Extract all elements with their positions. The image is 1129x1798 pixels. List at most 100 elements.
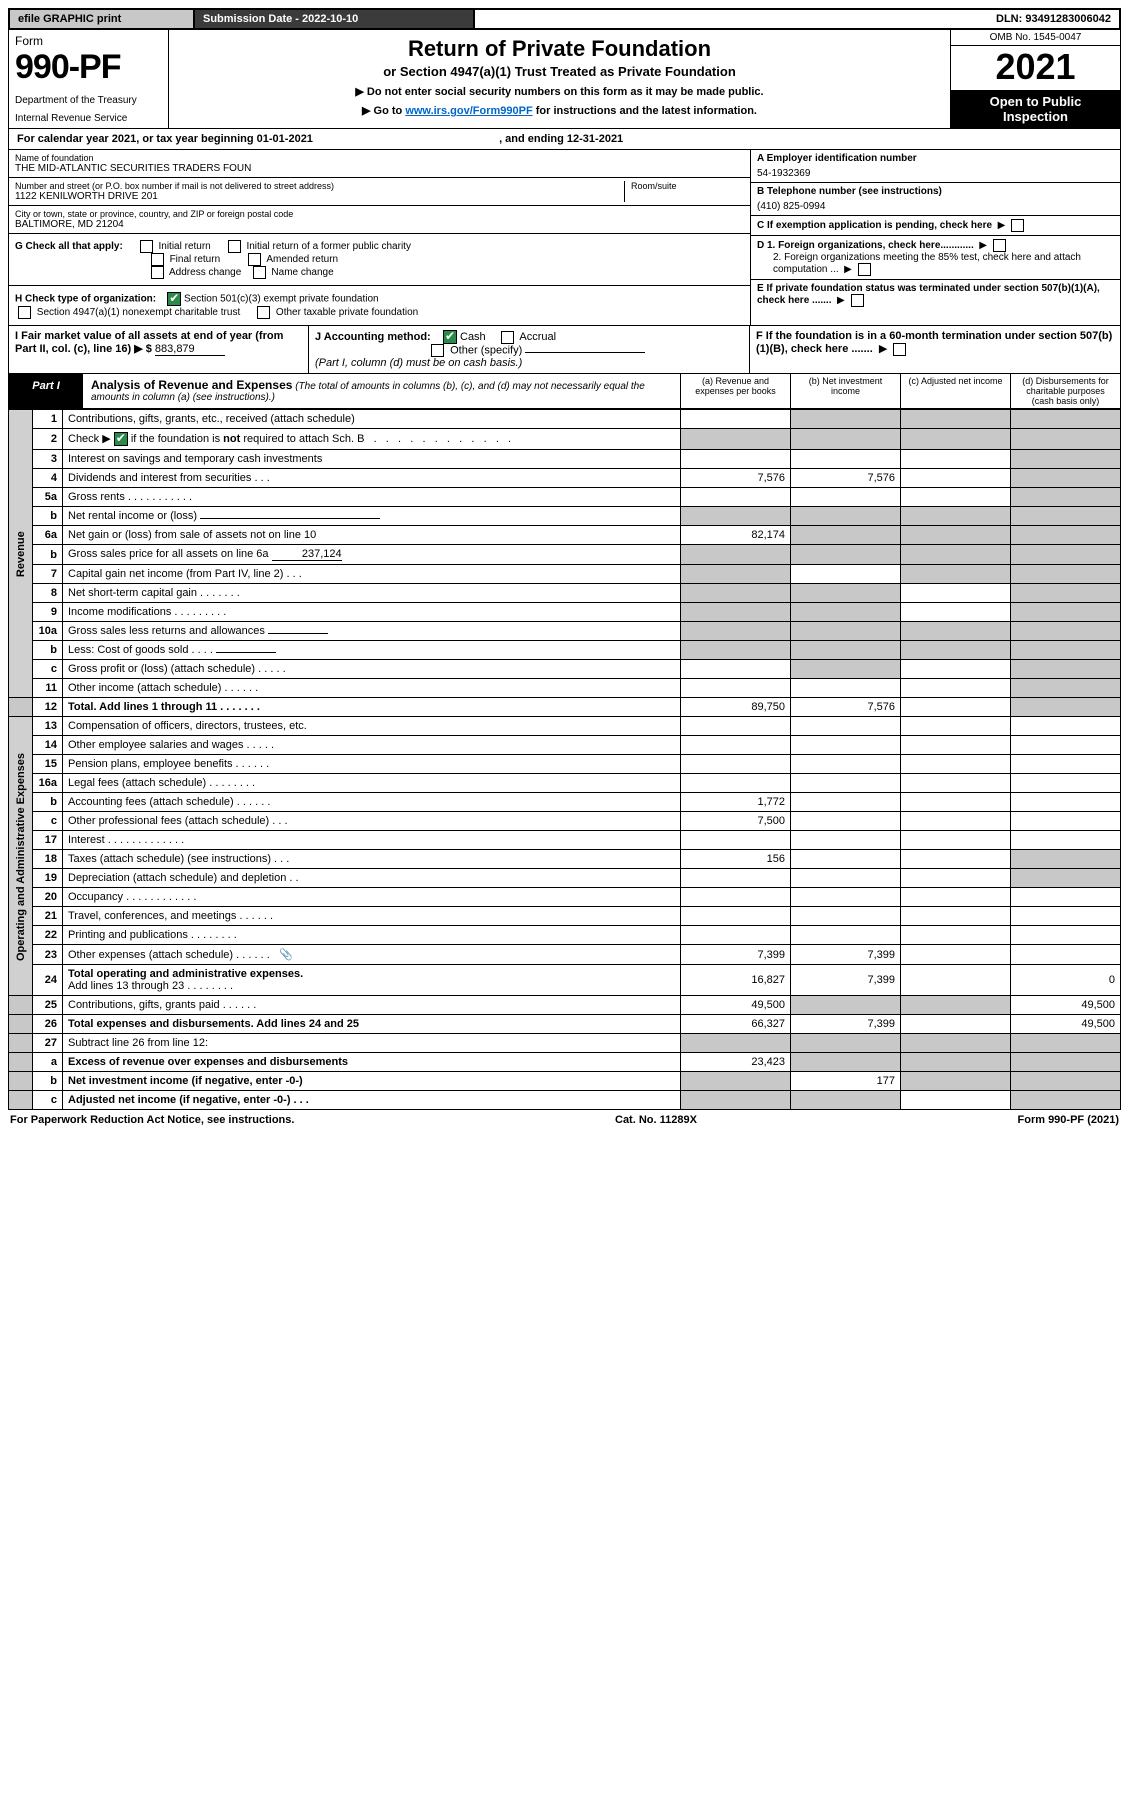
line13-desc: Compensation of officers, directors, tru…: [63, 717, 681, 736]
addr-label: Number and street (or P.O. box number if…: [15, 181, 624, 191]
g-initial-former-checkbox[interactable]: [228, 240, 241, 253]
h-501c3-checkbox[interactable]: [167, 292, 181, 306]
line8-desc: Net short-term capital gain . . . . . . …: [63, 584, 681, 603]
g-address-change-checkbox[interactable]: [151, 266, 164, 279]
line21-desc: Travel, conferences, and meetings . . . …: [63, 907, 681, 926]
table-row: 12Total. Add lines 1 through 11 . . . . …: [9, 698, 1121, 717]
j-cash-checkbox[interactable]: [443, 330, 457, 344]
irs-link[interactable]: www.irs.gov/Form990PF: [405, 105, 532, 117]
c-cell: C If exemption application is pending, c…: [751, 216, 1120, 236]
line9-desc: Income modifications . . . . . . . . .: [63, 603, 681, 622]
j-accrual-checkbox[interactable]: [501, 331, 514, 344]
g-label: G Check all that apply:: [15, 241, 123, 252]
i-label: I Fair market value of all assets at end…: [15, 330, 283, 355]
table-row: 21Travel, conferences, and meetings . . …: [9, 907, 1121, 926]
line16b-desc: Accounting fees (attach schedule) . . . …: [63, 793, 681, 812]
part1-title: Analysis of Revenue and Expenses: [91, 378, 292, 392]
j-other-checkbox[interactable]: [431, 344, 444, 357]
g-opt-initial: Initial return: [159, 241, 211, 252]
d1-checkbox[interactable]: [993, 239, 1006, 252]
revenue-sidelabel: Revenue: [9, 410, 33, 698]
g-name-change-checkbox[interactable]: [253, 266, 266, 279]
l24-d: 0: [1011, 965, 1121, 996]
line10b-desc: Less: Cost of goods sold . . . .: [63, 641, 681, 660]
line1-desc: Contributions, gifts, grants, etc., rece…: [63, 410, 681, 429]
line5b-desc: Net rental income or (loss): [63, 507, 681, 526]
ln-1: 1: [33, 410, 63, 429]
city: BALTIMORE, MD 21204: [15, 219, 744, 230]
header-right: OMB No. 1545-0047 2021 Open to Public In…: [950, 30, 1120, 128]
table-row: cOther professional fees (attach schedul…: [9, 812, 1121, 831]
h-opt-501c3: Section 501(c)(3) exempt private foundat…: [184, 294, 379, 305]
l26-b: 7,399: [791, 1015, 901, 1034]
table-row: b Less: Cost of goods sold . . . .: [9, 641, 1121, 660]
line16a-desc: Legal fees (attach schedule) . . . . . .…: [63, 774, 681, 793]
table-row: 14Other employee salaries and wages . . …: [9, 736, 1121, 755]
ein-cell: A Employer identification number 54-1932…: [751, 150, 1120, 183]
submission-date: Submission Date - 2022-10-10: [195, 10, 475, 28]
cal-end: 12-31-2021: [567, 133, 623, 145]
table-row: cAdjusted net income (if negative, enter…: [9, 1091, 1121, 1110]
d-cell: D 1. Foreign organizations, check here..…: [751, 236, 1120, 280]
l25-a: 49,500: [681, 996, 791, 1015]
calendar-year-row: For calendar year 2021, or tax year begi…: [8, 129, 1121, 150]
g-final-return-checkbox[interactable]: [151, 253, 164, 266]
l25-d: 49,500: [1011, 996, 1121, 1015]
d2-checkbox[interactable]: [858, 263, 871, 276]
l26-a: 66,327: [681, 1015, 791, 1034]
foundation-name: THE MID-ATLANTIC SECURITIES TRADERS FOUN: [15, 163, 744, 174]
f-label: F If the foundation is in a 60-month ter…: [756, 330, 1112, 355]
form-subtitle: or Section 4947(a)(1) Trust Treated as P…: [179, 64, 940, 79]
foundation-name-cell: Name of foundation THE MID-ATLANTIC SECU…: [9, 150, 750, 178]
attachment-icon[interactable]: 📎: [279, 949, 293, 961]
address: 1122 KENILWORTH DRIVE 201: [15, 191, 624, 202]
line24-desc: Total operating and administrative expen…: [63, 965, 681, 996]
l18-a: 156: [681, 850, 791, 869]
g-opt-former: Initial return of a former public charit…: [246, 241, 411, 252]
line17-desc: Interest . . . . . . . . . . . . .: [63, 831, 681, 850]
table-row: b Net rental income or (loss): [9, 507, 1121, 526]
table-row: 10a Gross sales less returns and allowan…: [9, 622, 1121, 641]
f-cell: F If the foundation is in a 60-month ter…: [750, 326, 1120, 373]
j-note: (Part I, column (d) must be on cash basi…: [315, 357, 522, 369]
cal-begin: 01-01-2021: [257, 133, 313, 145]
e-checkbox[interactable]: [851, 294, 864, 307]
g-amended-checkbox[interactable]: [248, 253, 261, 266]
g-opt-amended: Amended return: [266, 254, 338, 265]
line11-desc: Other income (attach schedule) . . . . .…: [63, 679, 681, 698]
h-label: H Check type of organization:: [15, 294, 156, 305]
line22-desc: Printing and publications . . . . . . . …: [63, 926, 681, 945]
c-label: C If exemption application is pending, c…: [757, 220, 992, 231]
l26-d: 49,500: [1011, 1015, 1121, 1034]
d1-label: D 1. Foreign organizations, check here..…: [757, 240, 974, 251]
efile-print-button[interactable]: efile GRAPHIC print: [10, 10, 195, 28]
j-cash-label: Cash: [460, 331, 486, 343]
line27b-desc: Net investment income (if negative, ente…: [63, 1072, 681, 1091]
e-cell: E If private foundation status was termi…: [751, 280, 1120, 310]
g-initial-return-checkbox[interactable]: [140, 240, 153, 253]
l27a-a: 23,423: [681, 1053, 791, 1072]
page-footer: For Paperwork Reduction Act Notice, see …: [8, 1110, 1121, 1130]
l4-a: 7,576: [681, 469, 791, 488]
d2-label: 2. Foreign organizations meeting the 85%…: [773, 252, 1081, 275]
name-label: Name of foundation: [15, 153, 744, 163]
line6a-desc: Net gain or (loss) from sale of assets n…: [63, 526, 681, 545]
open-line2: Inspection: [1003, 109, 1068, 124]
line7-desc: Capital gain net income (from Part IV, l…: [63, 565, 681, 584]
l23-b: 7,399: [791, 945, 901, 965]
h-4947-checkbox[interactable]: [18, 306, 31, 319]
f-checkbox[interactable]: [893, 343, 906, 356]
c-checkbox[interactable]: [1011, 219, 1024, 232]
line2-checkbox[interactable]: [114, 432, 128, 446]
table-row: 23 Other expenses (attach schedule) . . …: [9, 945, 1121, 965]
ijf-row: I Fair market value of all assets at end…: [8, 326, 1121, 374]
form-number: 990-PF: [15, 48, 162, 87]
line3-desc: Interest on savings and temporary cash i…: [63, 450, 681, 469]
form-header: Form 990-PF Department of the Treasury I…: [8, 30, 1121, 129]
j-other-line: [525, 352, 645, 353]
table-row: 6aNet gain or (loss) from sale of assets…: [9, 526, 1121, 545]
line27a-desc: Excess of revenue over expenses and disb…: [63, 1053, 681, 1072]
table-row: 7Capital gain net income (from Part IV, …: [9, 565, 1121, 584]
table-row: 27Subtract line 26 from line 12:: [9, 1034, 1121, 1053]
h-other-checkbox[interactable]: [257, 306, 270, 319]
